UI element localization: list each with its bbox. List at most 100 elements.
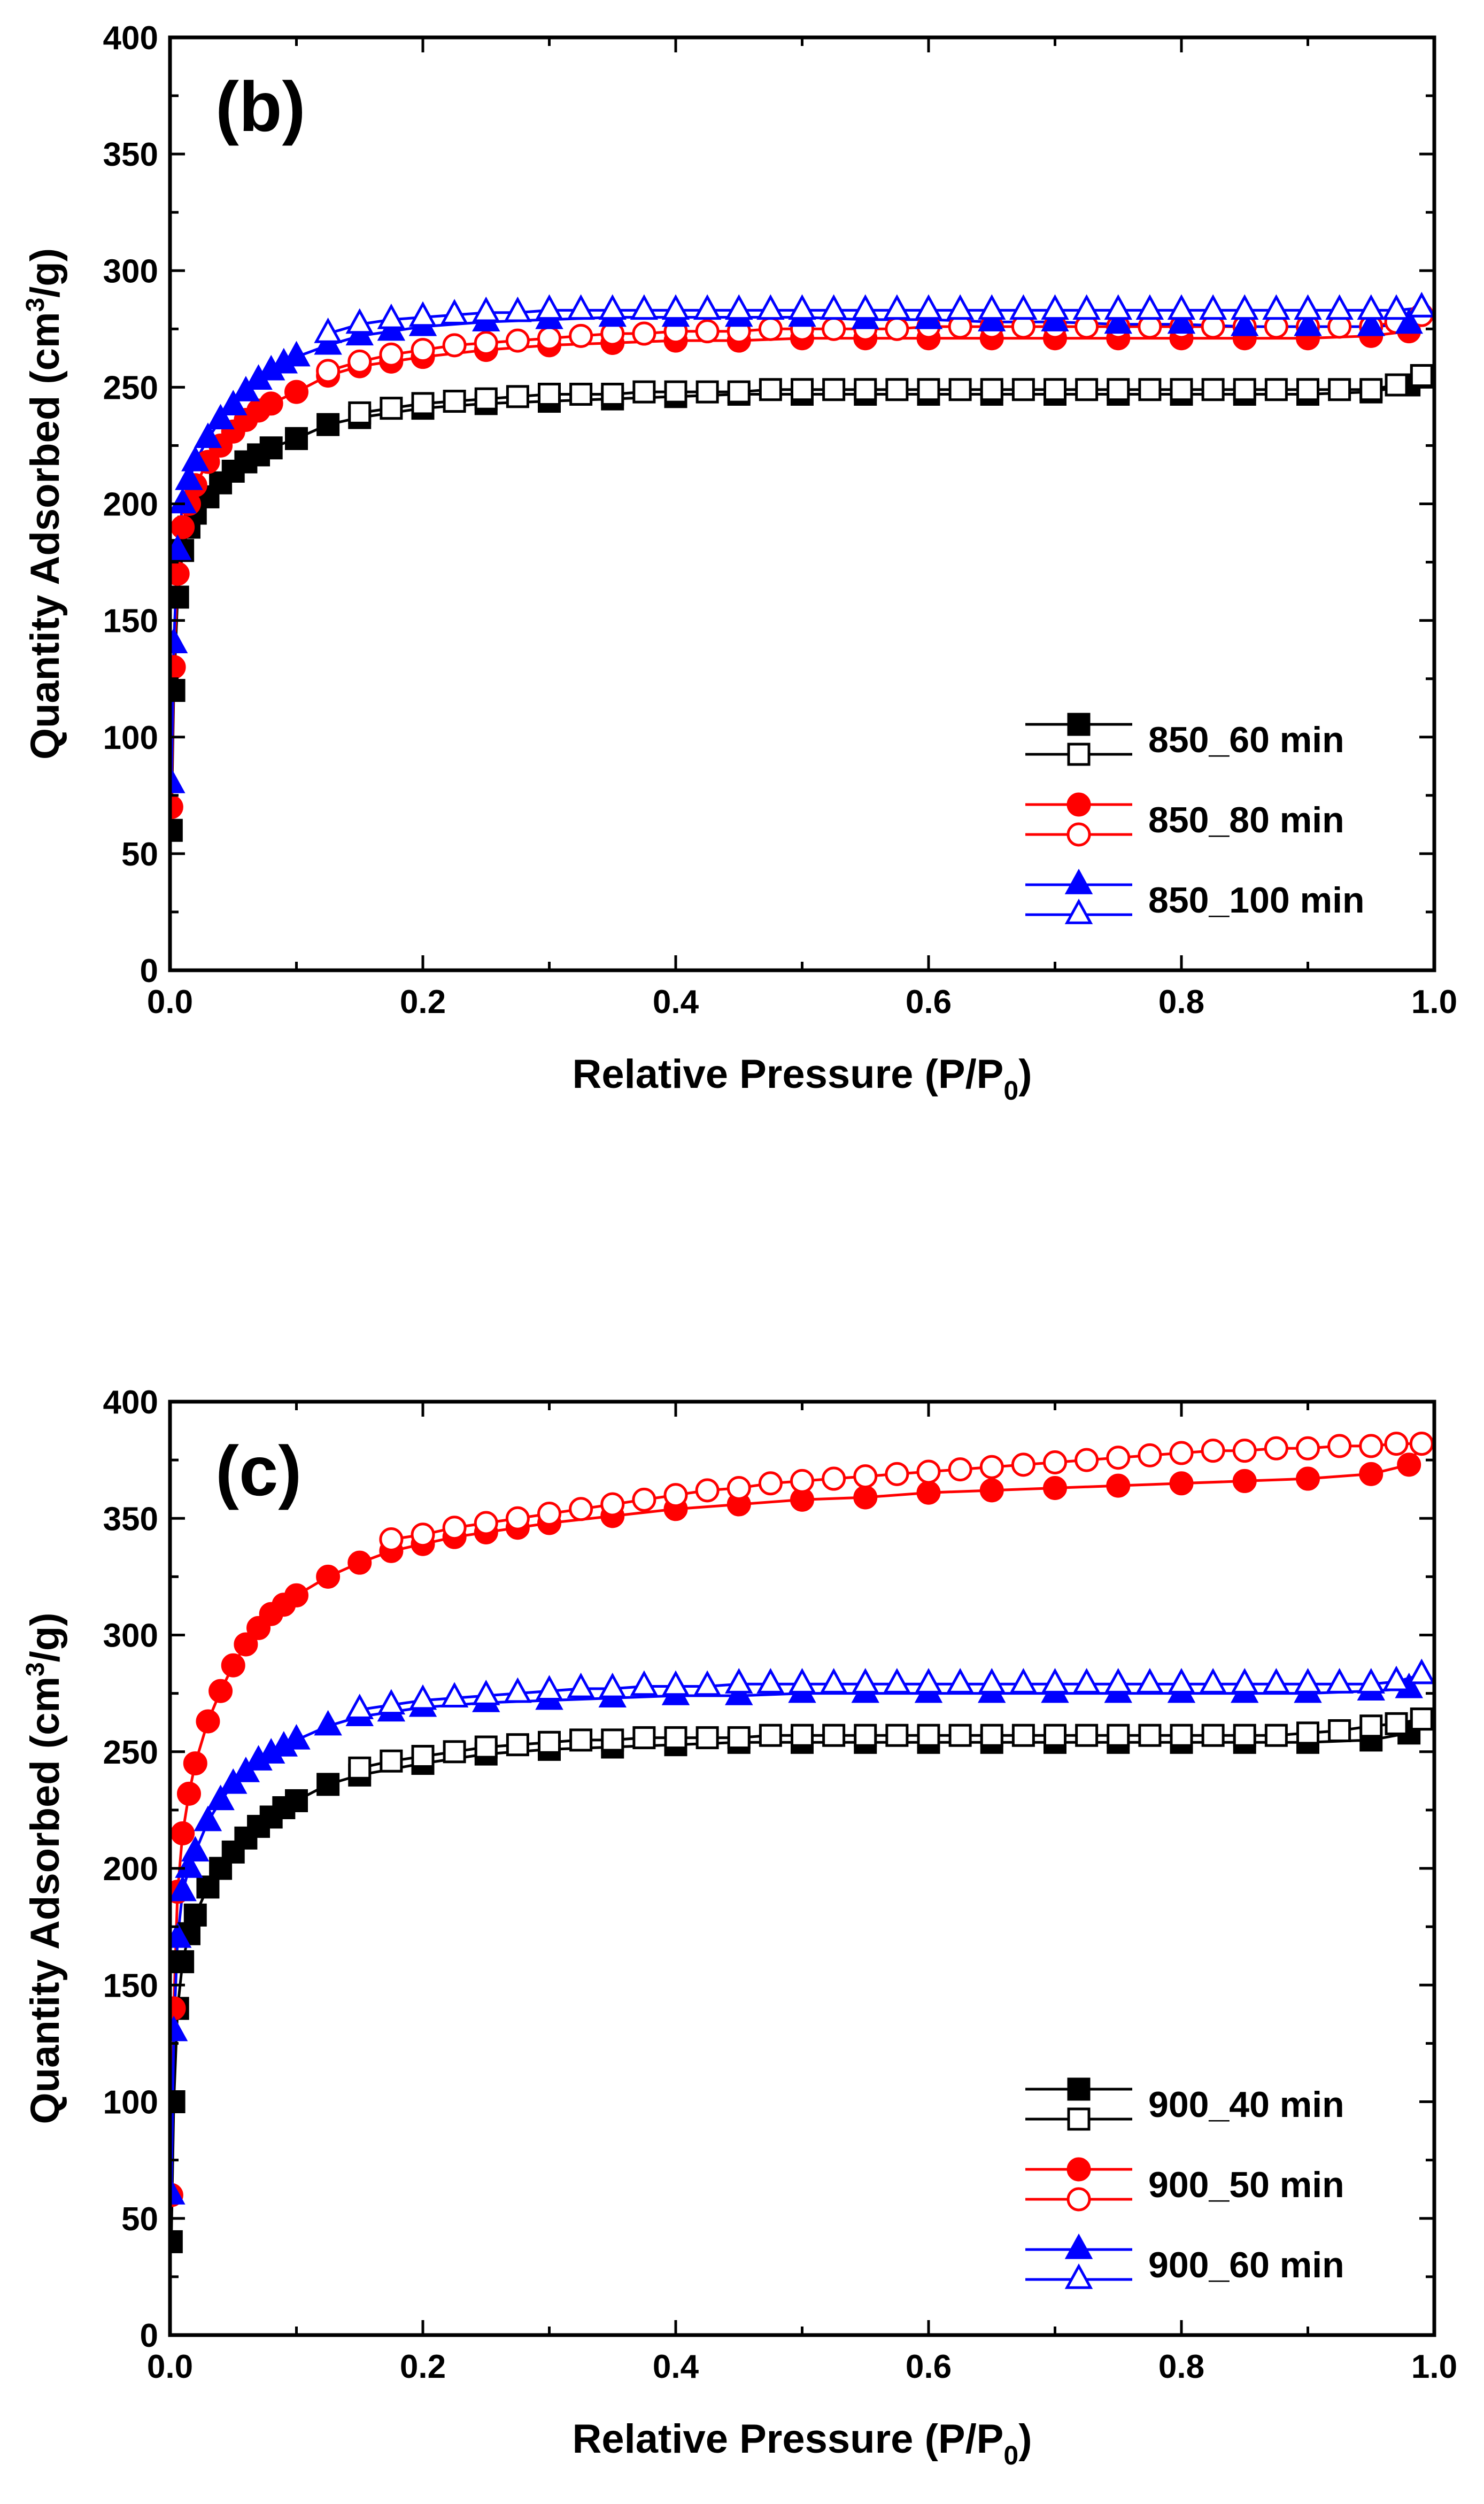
data-point-adsorption (170, 628, 188, 653)
data-point-desorption (474, 1511, 498, 1535)
data-point-desorption (345, 1694, 374, 1719)
data-point-desorption (914, 294, 943, 320)
data-point-desorption (1264, 1724, 1288, 1747)
data-point-desorption (474, 330, 498, 355)
data-point-desorption (1041, 1668, 1069, 1694)
data-point-desorption (345, 308, 374, 334)
data-point-desorption (1231, 294, 1259, 320)
data-point-adsorption (284, 1583, 308, 1607)
data-point-desorption (1296, 1436, 1320, 1460)
data-point-adsorption (181, 1836, 210, 1862)
x-tick-label: 0.6 (906, 984, 952, 1021)
data-point-desorption (1107, 1724, 1130, 1747)
data-point-adsorption (234, 1632, 258, 1657)
chart-panel-b: 0.0 0.2 0.4 0.6 0.8 1.0 0 50 100 150 200 250 300 350 4… (21, 20, 1457, 1106)
legend-marker-filled (1067, 2077, 1091, 2101)
data-point-desorption (537, 326, 561, 351)
data-point-desorption (978, 1668, 1006, 1694)
data-point-desorption (1072, 1668, 1101, 1694)
data-point-desorption (598, 1672, 627, 1698)
y-tick-label: 200 (103, 486, 158, 523)
data-point-adsorption (316, 413, 340, 436)
y-tick-label: 350 (103, 136, 158, 173)
data-point-adsorption (196, 1875, 220, 1899)
data-point-desorption (408, 301, 437, 327)
data-point-desorption (1201, 1439, 1225, 1463)
data-point-adsorption (1043, 1476, 1067, 1501)
data-point-adsorption (206, 404, 235, 430)
data-point-desorption (1325, 294, 1354, 320)
y-tick-label: 300 (103, 253, 158, 290)
data-point-desorption (820, 1668, 848, 1694)
data-point-adsorption (1294, 310, 1322, 336)
data-point-desorption (788, 1668, 816, 1694)
x-tick-label: 1.0 (1411, 984, 1457, 1021)
data-point-desorption (380, 397, 403, 420)
data-point-desorption (1357, 294, 1385, 320)
data-point-desorption (379, 1527, 404, 1552)
data-point-adsorption (194, 1805, 222, 1831)
data-point-desorption (379, 342, 404, 367)
data-point-desorption (1232, 1439, 1257, 1463)
data-point-desorption (443, 390, 466, 413)
data-point-adsorption (282, 1724, 311, 1750)
data-point-desorption (759, 378, 782, 401)
data-point-desorption (1233, 378, 1256, 401)
data-point-adsorption (219, 390, 248, 415)
data-point-desorption (693, 294, 722, 320)
data-point-desorption (1296, 378, 1319, 401)
series-line-850-60-min-adsorption (170, 374, 1423, 831)
data-point-desorption (1169, 1441, 1194, 1465)
data-point-adsorption (316, 1564, 341, 1589)
data-point-desorption (978, 294, 1006, 320)
data-point-desorption (411, 1523, 435, 1547)
data-point-desorption (443, 1740, 466, 1764)
data-point-desorption (1075, 1448, 1099, 1472)
data-point-desorption (788, 294, 816, 320)
data-point-desorption (885, 378, 909, 401)
data-point-desorption (914, 1668, 943, 1694)
data-point-desorption (411, 392, 435, 415)
data-point-desorption (506, 1733, 529, 1757)
data-point-desorption (1106, 1446, 1131, 1470)
y-tick-label: 350 (103, 1501, 158, 1537)
y-tick-label: 400 (103, 1384, 158, 1421)
legend-marker-open (1066, 822, 1091, 847)
data-point-desorption (1011, 1452, 1035, 1477)
data-point-desorption (632, 321, 656, 346)
chart-panel-c: 0.0 0.2 0.4 0.6 0.8 1.0 0 50 100 150 200 250 300 350 4… (21, 1384, 1457, 2470)
data-point-desorption (598, 294, 627, 320)
data-point-desorption (885, 1724, 909, 1747)
data-point-desorption (630, 1670, 659, 1696)
data-point-desorption (377, 303, 406, 329)
y-tick-label: 0 (140, 2317, 158, 2354)
data-point-desorption (377, 1689, 406, 1715)
data-point-desorption (601, 1728, 624, 1752)
x-tick-label: 1.0 (1411, 2348, 1457, 2385)
data-point-adsorption (1296, 1466, 1320, 1491)
y-tick-label: 300 (103, 1618, 158, 1655)
data-point-desorption (1384, 1432, 1409, 1456)
data-point-desorption (725, 294, 753, 320)
data-point-adsorption (1397, 1452, 1421, 1477)
legend-marker-open (1064, 899, 1093, 924)
data-point-adsorption (1106, 1473, 1131, 1498)
data-point-adsorption (183, 1751, 207, 1776)
data-point-desorption (474, 1735, 498, 1759)
data-point-desorption (569, 1728, 593, 1752)
data-point-desorption (472, 296, 500, 322)
data-point-desorption (822, 1724, 846, 1747)
y-axis-title: Quantity Adsorbed (cm3/g) (21, 1612, 68, 2124)
data-point-adsorption (171, 1821, 195, 1846)
data-point-desorption (440, 1682, 469, 1708)
data-point-adsorption (285, 427, 308, 450)
data-point-desorption (1044, 378, 1066, 401)
data-point-desorption (1135, 294, 1164, 320)
data-point-adsorption (221, 1653, 245, 1678)
x-tick-label: 0.2 (400, 2348, 446, 2385)
data-point-adsorption (170, 2015, 188, 2042)
data-point-desorption (535, 1675, 563, 1701)
data-point-desorption (1075, 378, 1099, 401)
data-point-desorption (948, 1457, 972, 1482)
